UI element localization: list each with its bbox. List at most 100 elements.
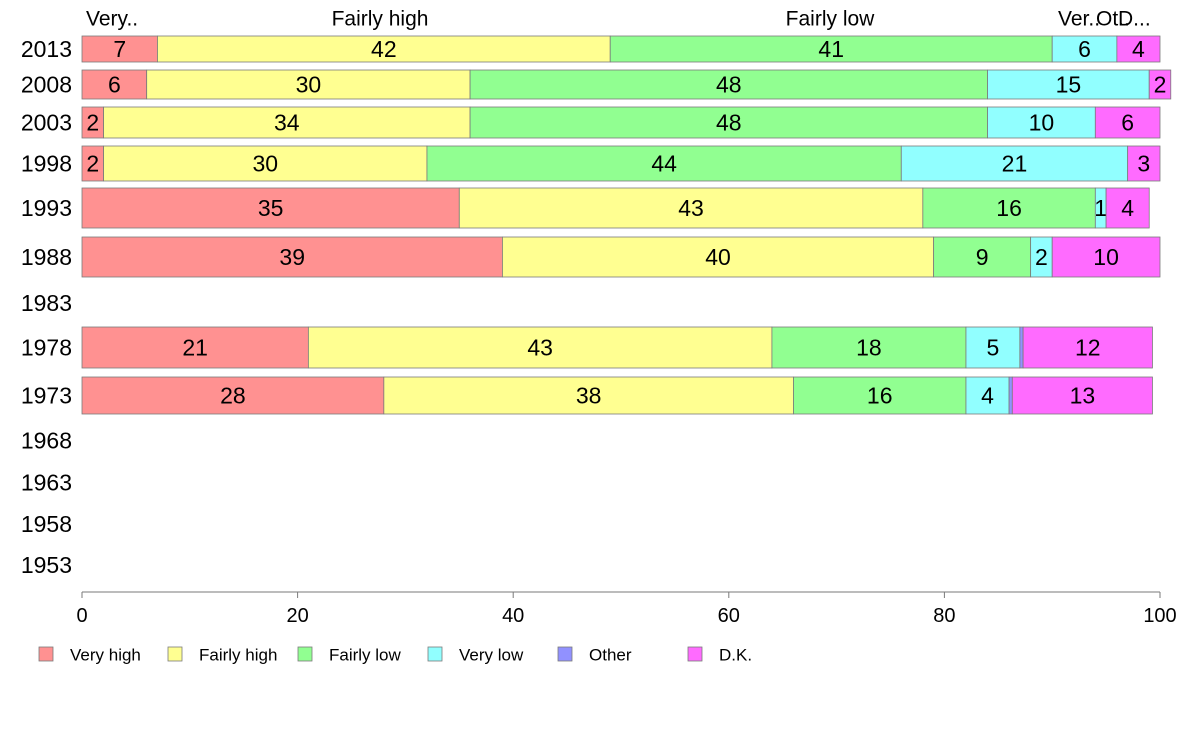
bar-value-label: 6: [108, 72, 121, 98]
legend-swatch: [687, 646, 703, 662]
bar-value-label: 18: [856, 335, 882, 361]
y-tick-label: 1963: [21, 470, 72, 496]
bar-value-label: 34: [274, 110, 300, 136]
bar-value-label: 28: [220, 383, 246, 409]
y-tick-label: 2013: [21, 36, 72, 62]
bar-segment: [987, 69, 1150, 100]
legend: Very high Fairly high Fairly low Very low Ot…: [38, 646, 752, 665]
bar-value-label: 44: [651, 151, 677, 177]
column-header-label: D...: [1118, 8, 1151, 31]
bar-segment: [1105, 187, 1150, 229]
bar-value-label: 13: [1070, 383, 1096, 409]
bar-segment: [1019, 326, 1024, 369]
bar-value-label: 43: [678, 195, 704, 221]
y-tick-label: 1958: [21, 511, 72, 537]
x-tick-label: 60: [718, 605, 740, 627]
bar-value-label: 38: [576, 383, 602, 409]
bar-value-label: 2: [1035, 244, 1048, 270]
bar-segment: [922, 187, 1096, 229]
legend-swatch: [557, 646, 573, 662]
bar-segment: [965, 326, 1021, 369]
bar-value-label: 9: [976, 244, 989, 270]
bar-value-label: 42: [371, 36, 397, 62]
bar-value-label: 2: [86, 151, 99, 177]
column-header-label: Ot..: [1096, 8, 1130, 31]
bar-value-label: 43: [527, 335, 553, 361]
bar-segment: [1011, 376, 1153, 415]
bar-value-label: 39: [279, 244, 305, 270]
x-tick-label: 80: [933, 605, 955, 627]
bar-value-label: 16: [996, 195, 1022, 221]
bar-segment: [1008, 376, 1013, 415]
bar-segment: [1051, 236, 1161, 278]
bar-value-label: 21: [1002, 151, 1028, 177]
legend-label: Very high: [70, 646, 141, 665]
bar-segment: [383, 376, 794, 415]
bar-value-label: 12: [1075, 335, 1101, 361]
y-tick-label: 1998: [21, 151, 72, 177]
bar-value-label: 48: [716, 72, 742, 98]
bar-value-label: 7: [113, 36, 126, 62]
bar-value-label: 5: [987, 335, 1000, 361]
bar-value-label: 35: [258, 195, 284, 221]
bar-segment: [81, 326, 309, 369]
column-header-labels: Very.. Fairly high Fairly low Ver..Ot..D...: [86, 8, 1151, 31]
bar-value-label: 2: [1154, 72, 1167, 98]
bar-value-label: 6: [1121, 110, 1134, 136]
bar-segment: [426, 145, 902, 182]
bar-value-label: 30: [252, 151, 278, 177]
bar-value-label: 3: [1137, 151, 1150, 177]
x-tick-label: 100: [1143, 605, 1176, 627]
bar-value-label: 30: [296, 72, 322, 98]
bar-value-label: 10: [1093, 244, 1119, 270]
legend-label: D.K.: [719, 646, 752, 665]
bar-segment: [1094, 106, 1161, 139]
bar-segment: [1022, 326, 1153, 369]
legend-swatch: [167, 646, 183, 662]
bar-segment: [469, 69, 988, 100]
bar-segment: [81, 236, 503, 278]
bar-value-label: 4: [981, 383, 994, 409]
bar-segment: [933, 236, 1032, 278]
bar-segment: [900, 145, 1129, 182]
legend-label: Other: [589, 646, 632, 665]
bar-value-label: 10: [1029, 110, 1055, 136]
bar-segment: [146, 69, 471, 100]
column-header-label: Fairly high: [332, 8, 429, 31]
column-header-label: Very..: [86, 8, 138, 31]
bar-segment: [502, 236, 935, 278]
bar-value-label: 4: [1132, 36, 1145, 62]
y-tick-label: 1993: [21, 195, 72, 221]
bar-segment: [987, 106, 1096, 139]
bar-value-label: 41: [818, 36, 844, 62]
legend-swatch: [297, 646, 313, 662]
y-tick-label: 2008: [21, 72, 72, 98]
legend-swatch: [427, 646, 443, 662]
legend-label: Very low: [459, 646, 524, 665]
legend-swatch: [38, 646, 54, 662]
bar-segment: [1127, 145, 1161, 182]
bar-segment: [771, 326, 967, 369]
bar-segment: [81, 376, 385, 415]
column-header-label: Fairly low: [786, 8, 876, 31]
bar-segment: [103, 106, 471, 139]
bar-value-label: 1: [1094, 195, 1107, 221]
bar-value-label: 40: [705, 244, 731, 270]
bar-segment: [458, 187, 924, 229]
legend-label: Fairly high: [199, 646, 277, 665]
bar-value-label: 6: [1078, 36, 1091, 62]
bar-segment: [793, 376, 967, 415]
bar-segment: [965, 376, 1010, 415]
x-tick-label: 40: [502, 605, 524, 627]
y-tick-label: 2003: [21, 110, 72, 136]
y-axis-labels: 2013 2008 2003 1998 1993 1988 1983 1978 1973 1968…: [21, 36, 72, 578]
legend-label: Fairly low: [329, 646, 402, 665]
y-tick-label: 1968: [21, 428, 72, 454]
x-tick-label: 20: [286, 605, 308, 627]
y-tick-label: 1973: [21, 383, 72, 409]
bars-area: 7 42 41 6 46 30 48 15 22 34 48 10 62 30 44 21 335 43 16 1 43…: [81, 35, 1172, 415]
bar-value-label: 2: [86, 110, 99, 136]
y-tick-label: 1978: [21, 335, 72, 361]
bar-segment: [1148, 69, 1172, 100]
